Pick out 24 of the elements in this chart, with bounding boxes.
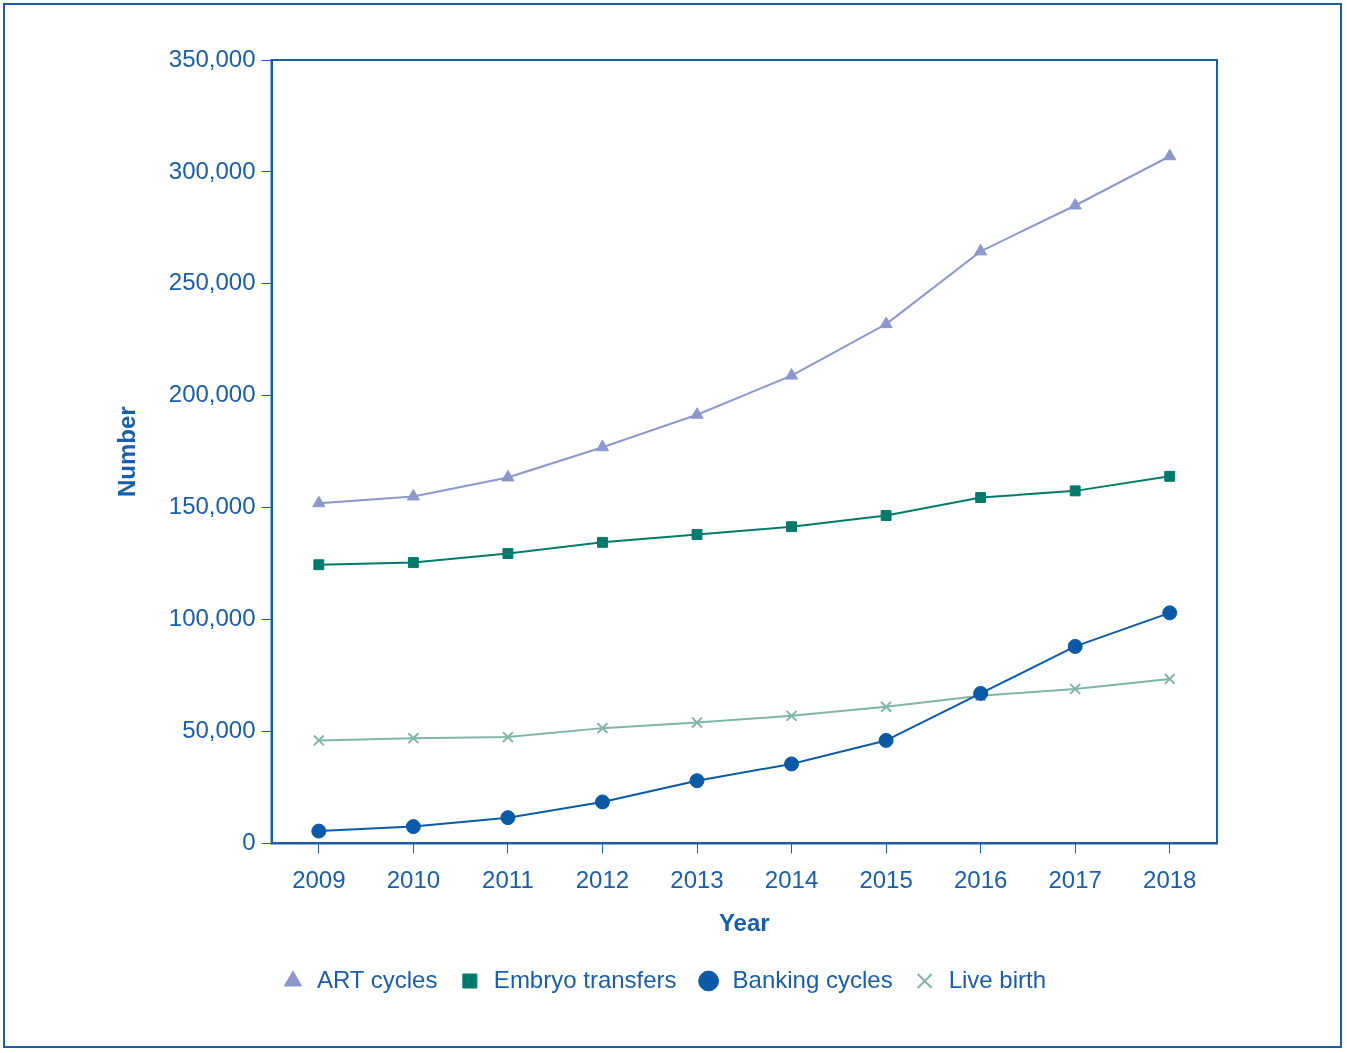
x-tick-label: 2018 [1143,866,1197,894]
x-axis-title: Year [718,909,770,937]
y-tick-label: 100,000 [168,604,256,632]
x-tick-label: 2014 [764,866,819,894]
x-tick-label: 2017 [1048,866,1102,894]
legend-label: Embryo transfers [493,965,677,993]
x-tick-label: 2010 [386,866,441,894]
x-tick-label: 2012 [575,866,630,894]
x-tick-label: 2015 [859,866,913,894]
y-tick-label: 250,000 [168,268,256,296]
legend-label: Banking cycles [732,965,893,993]
legend-label: ART cycles [316,965,438,993]
legend-label: Live birth [948,965,1047,993]
x-tick-label: 2009 [292,866,346,894]
y-tick-label: 300,000 [168,156,256,184]
x-tick-label: 2011 [482,866,534,894]
y-axis-title: Number [113,406,141,498]
y-tick-label: 50,000 [182,716,256,744]
x-tick-label: 2016 [953,866,1008,894]
y-tick-label: 150,000 [168,492,256,520]
x-tick-label: 2013 [670,866,724,894]
y-tick-label: 0 [242,828,256,856]
y-tick-label: 350,000 [168,44,256,72]
y-tick-label: 200,000 [168,380,256,408]
